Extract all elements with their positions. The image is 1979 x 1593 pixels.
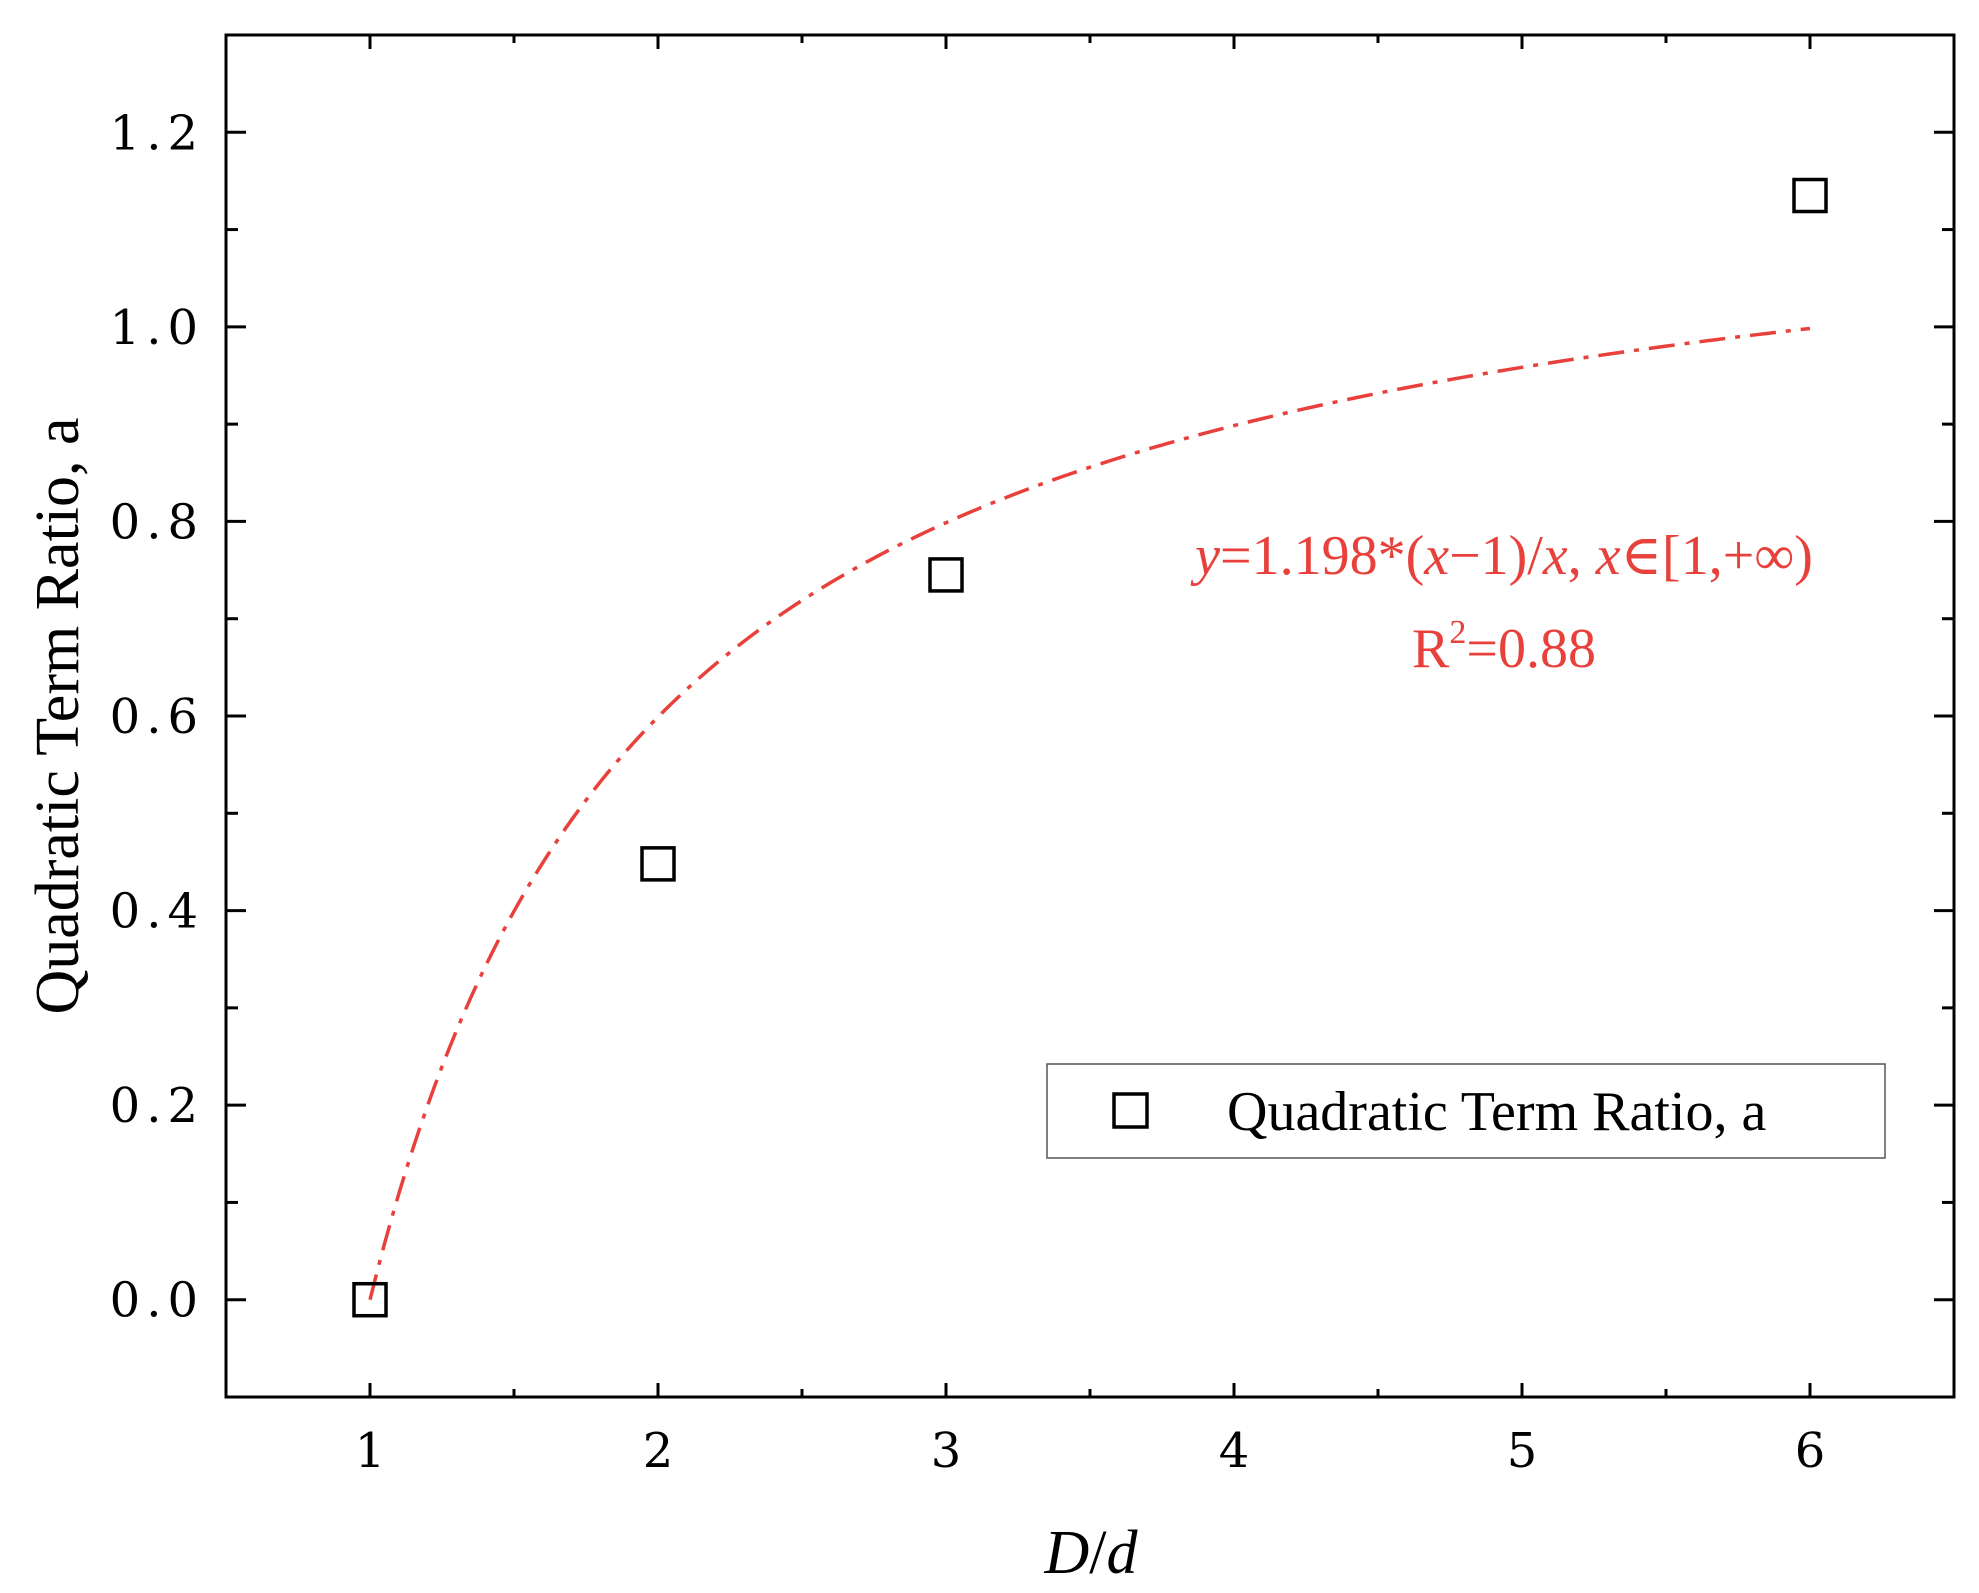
y-tick-label: 0.4 xyxy=(110,884,204,940)
fit-equation: y=1.198*(x−1)/x, x∈[1,+∞) xyxy=(1190,525,1813,587)
legend-marker xyxy=(1112,1092,1149,1129)
eq-comma: , xyxy=(1568,525,1596,587)
data-point xyxy=(928,557,964,593)
x-tick-label: 4 xyxy=(1219,1423,1250,1479)
data-point xyxy=(352,1281,388,1318)
data-points xyxy=(352,177,1828,1318)
y-tick-label: 0.0 xyxy=(110,1273,204,1329)
x-tick-label: 5 xyxy=(1507,1423,1538,1479)
legend-label: Quadratic Term Ratio, a xyxy=(1227,1081,1766,1143)
x-axis-label: D/d xyxy=(1043,1519,1138,1587)
x-axis-label-d-lower: d xyxy=(1107,1519,1139,1587)
r2-value: =0.88 xyxy=(1466,618,1596,680)
x-tick-label: 1 xyxy=(355,1423,386,1479)
y-tick-label: 0.8 xyxy=(110,494,204,550)
x-axis-label-d-upper: D xyxy=(1043,1519,1089,1587)
eq-x2: x xyxy=(1542,525,1568,587)
eq-domain: ∈[1,+∞) xyxy=(1621,525,1813,587)
eq-x1: x xyxy=(1423,525,1449,587)
y-axis-label: Quadratic Term Ratio, a xyxy=(24,417,92,1014)
fit-r-squared: R2=0.88 xyxy=(1412,614,1596,680)
legend-box xyxy=(1046,1063,1886,1159)
r2-superscript: 2 xyxy=(1449,614,1466,651)
x-tick-label: 2 xyxy=(643,1423,674,1479)
axis-tick-labels: 1 2 3 4 5 6 0.0 0.2 0.4 0.6 0.8 1.0 1.2 xyxy=(110,105,1826,1479)
plot-frame xyxy=(224,33,1956,1399)
eq-coef: =1.198*( xyxy=(1220,525,1424,587)
x-axis-label-sep: / xyxy=(1089,1519,1107,1587)
axis-ticks xyxy=(226,35,1954,1397)
eq-minus-one: −1)/ xyxy=(1449,525,1543,587)
legend: Quadratic Term Ratio, a xyxy=(1046,1063,1886,1159)
y-tick-label: 1.0 xyxy=(110,300,204,356)
r2-r: R xyxy=(1412,618,1450,680)
x-tick-label: 6 xyxy=(1795,1423,1826,1479)
y-tick-label: 0.2 xyxy=(110,1078,204,1134)
data-point xyxy=(1792,177,1828,214)
eq-x3: x xyxy=(1595,525,1621,587)
y-tick-label: 1.2 xyxy=(110,105,204,161)
y-tick-label: 0.6 xyxy=(110,689,204,745)
x-tick-label: 3 xyxy=(931,1423,962,1479)
fit-curve xyxy=(368,326,1811,1301)
data-point xyxy=(640,846,676,882)
eq-y: y xyxy=(1190,525,1220,587)
